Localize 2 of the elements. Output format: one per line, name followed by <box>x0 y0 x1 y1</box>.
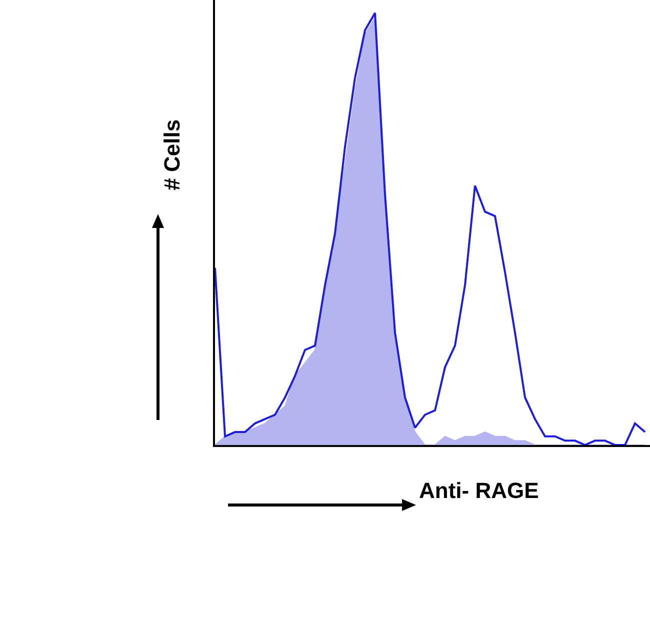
x-axis-title: Anti- RAGE <box>419 478 539 503</box>
y-axis-title: # Cells <box>160 119 185 190</box>
